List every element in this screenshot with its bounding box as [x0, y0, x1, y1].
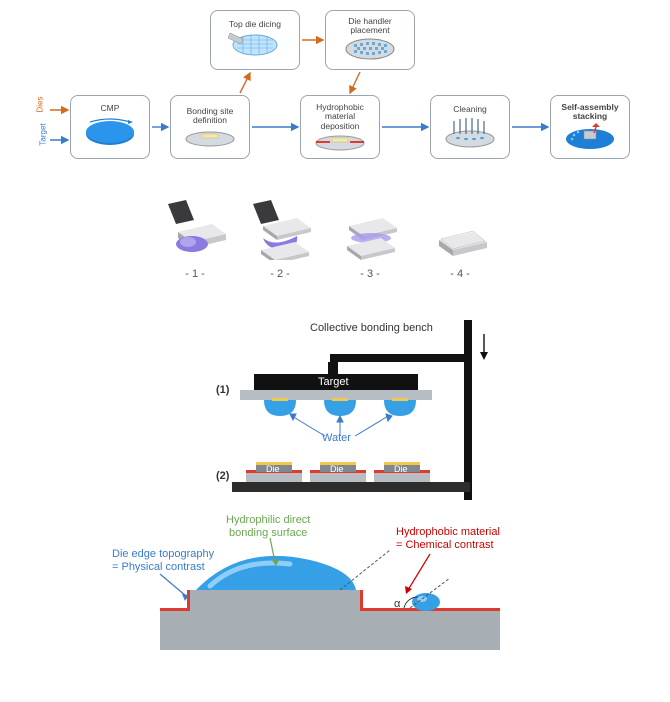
step-4-label: - 4 -: [425, 268, 495, 280]
bonding-site-icon: [180, 125, 240, 147]
label-hydrophobic: Hydrophobic material = Chemical contrast: [396, 526, 500, 551]
step-1: - 1 -: [160, 200, 230, 280]
box-cleaning-label: Cleaning: [453, 105, 487, 114]
bench-die-label-3: Die: [394, 464, 408, 474]
hydrophobic-icon: [310, 131, 370, 151]
box-self-assembly: Self-assembly stacking: [550, 95, 630, 159]
top-die-dicing-icon: [225, 30, 285, 60]
box-top-die-dicing-label: Top die dicing: [229, 20, 281, 29]
box-cmp-label: CMP: [101, 104, 120, 113]
box-hydrophobic: Hydrophobic material deposition: [300, 95, 380, 159]
step-2: - 2 -: [245, 200, 315, 280]
box-self-assembly-label: Self-assembly stacking: [555, 103, 625, 122]
box-cleaning: Cleaning: [430, 95, 510, 159]
bench-water-label: Water: [322, 432, 351, 444]
label-die-edge: Die edge topography = Physical contrast: [112, 548, 214, 573]
step-2-label: - 2 -: [245, 268, 315, 280]
box-hydrophobic-label: Hydrophobic material deposition: [305, 103, 375, 131]
self-assembly-icon: [560, 121, 620, 151]
cleaning-icon: [440, 115, 500, 149]
side-label-target-text: Target: [39, 123, 48, 145]
step-4: - 4 -: [425, 200, 495, 280]
step-4-icon: [425, 200, 495, 260]
step-3: - 3 -: [335, 200, 405, 280]
flowchart-panel: Dies Target Top die dicing Die handler p…: [40, 10, 640, 180]
cmp-icon: [80, 114, 140, 150]
die-handler-icon: [340, 35, 400, 63]
step-3-label: - 3 -: [335, 268, 405, 280]
label-alpha: α: [394, 598, 400, 611]
box-bonding-site-label: Bonding site definition: [175, 107, 245, 126]
step-3-icon: [335, 200, 405, 260]
step-1-icon: [160, 200, 230, 260]
side-label-dies: Dies: [36, 96, 45, 112]
bench-svg: [180, 320, 510, 500]
step-2-icon: [245, 200, 315, 260]
bench-die-label-2: Die: [330, 464, 344, 474]
bench-panel: Collective bonding bench (1) (2) Target …: [180, 320, 510, 500]
box-bonding-site: Bonding site definition: [170, 95, 250, 159]
label-hydrophilic: Hydrophilic direct bonding surface: [226, 514, 310, 539]
box-cmp: CMP: [70, 95, 150, 159]
side-label-target: Target: [39, 123, 48, 145]
cross-section-panel: Hydrophilic direct bonding surface Hydro…: [120, 520, 540, 670]
step-1-label: - 1 -: [160, 268, 230, 280]
bench-target-label: Target: [318, 376, 349, 388]
box-die-handler-label: Die handler placement: [330, 17, 410, 36]
bench-row2: (2): [216, 470, 229, 482]
box-die-handler: Die handler placement: [325, 10, 415, 70]
bench-title: Collective bonding bench: [310, 322, 433, 334]
steps-panel: - 1 - - 2 -: [160, 200, 510, 310]
bench-row1: (1): [216, 384, 229, 396]
side-label-dies-text: Dies: [36, 96, 45, 112]
bench-die-label-1: Die: [266, 464, 280, 474]
box-top-die-dicing: Top die dicing: [210, 10, 300, 70]
